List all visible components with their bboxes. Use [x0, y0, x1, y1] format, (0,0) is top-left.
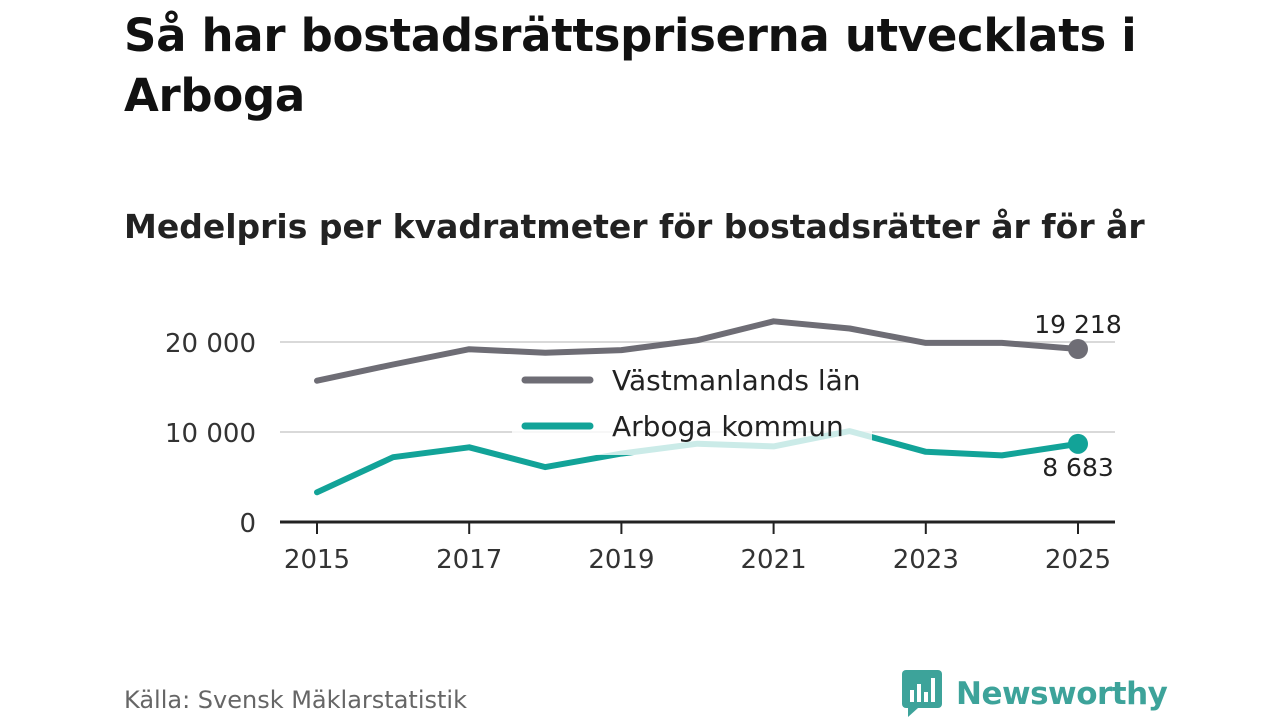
newsworthy-logo-icon	[902, 670, 942, 717]
legend-label-arboga: Arboga kommun	[612, 410, 844, 443]
x-axis: 2015 2017 2019 2021 2023 2025	[280, 520, 1115, 575]
y-tick-label: 0	[239, 509, 256, 539]
legend: Västmanlands län Arboga kommun	[512, 357, 872, 455]
x-tick-label: 2017	[436, 545, 502, 575]
legend-backdrop	[512, 357, 872, 455]
end-label-arboga: 8 683	[1042, 453, 1114, 482]
x-tick-label: 2019	[588, 545, 654, 575]
x-tick-label: 2023	[893, 545, 959, 575]
end-point-arboga	[1068, 433, 1088, 454]
end-point-vastmanland	[1068, 339, 1088, 360]
end-label-vastmanland: 19 218	[1034, 310, 1121, 339]
end-value-labels: 19 218 8 683	[1034, 310, 1121, 482]
y-axis-labels: 0 10 000 20 000	[165, 329, 256, 539]
newsworthy-logo: Newsworthy	[902, 670, 1168, 718]
legend-label-vastmanland: Västmanlands län	[612, 364, 861, 397]
x-tick-label: 2015	[284, 545, 350, 575]
brand-name: Newsworthy	[956, 676, 1168, 712]
y-tick-label: 10 000	[165, 419, 256, 449]
source-note: Källa: Svensk Mäklarstatistik	[124, 686, 467, 714]
series-line-vastmanland	[314, 318, 1081, 384]
x-tick-label: 2021	[741, 545, 807, 575]
x-tick-label: 2025	[1045, 545, 1111, 575]
chart-title: Så har bostadsrättspriserna utvecklats i…	[124, 9, 1137, 122]
y-tick-label: 20 000	[165, 329, 256, 359]
chart-subtitle: Medelpris per kvadratmeter för bostadsrä…	[124, 207, 1145, 246]
